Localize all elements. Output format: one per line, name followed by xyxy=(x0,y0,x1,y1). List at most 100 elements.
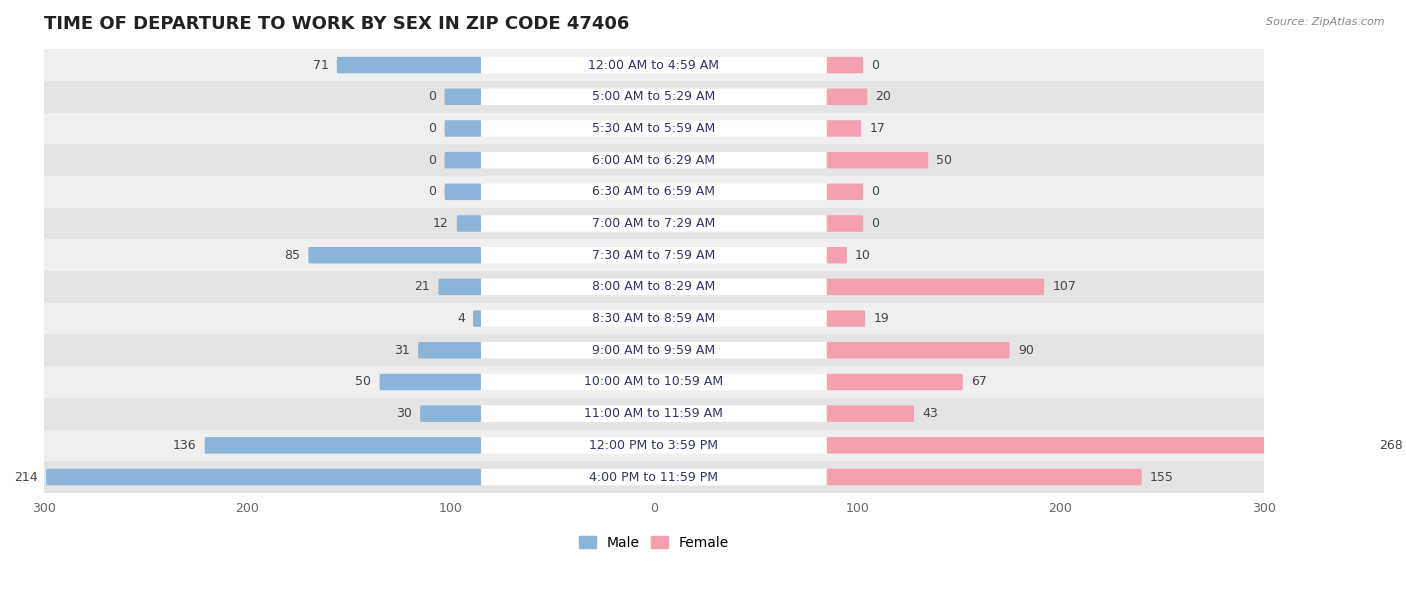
FancyBboxPatch shape xyxy=(418,342,481,359)
Bar xyxy=(44,49,1264,81)
FancyBboxPatch shape xyxy=(444,89,481,105)
FancyBboxPatch shape xyxy=(827,469,1142,486)
FancyBboxPatch shape xyxy=(481,184,827,200)
FancyBboxPatch shape xyxy=(444,184,481,200)
FancyBboxPatch shape xyxy=(481,278,827,295)
FancyBboxPatch shape xyxy=(481,311,827,327)
FancyBboxPatch shape xyxy=(337,57,481,73)
Text: 107: 107 xyxy=(1052,280,1076,293)
FancyBboxPatch shape xyxy=(46,469,481,486)
Bar xyxy=(44,334,1264,366)
Text: 10:00 AM to 10:59 AM: 10:00 AM to 10:59 AM xyxy=(585,375,724,389)
Text: 50: 50 xyxy=(936,154,952,167)
Bar xyxy=(44,239,1264,271)
Bar xyxy=(44,112,1264,145)
FancyBboxPatch shape xyxy=(827,374,963,390)
Text: 31: 31 xyxy=(394,344,411,357)
FancyBboxPatch shape xyxy=(380,374,481,390)
FancyBboxPatch shape xyxy=(308,247,481,264)
FancyBboxPatch shape xyxy=(457,215,481,232)
Text: 6:00 AM to 6:29 AM: 6:00 AM to 6:29 AM xyxy=(592,154,716,167)
FancyBboxPatch shape xyxy=(827,152,928,168)
Text: 50: 50 xyxy=(356,375,371,389)
Text: 0: 0 xyxy=(872,58,879,71)
Text: 71: 71 xyxy=(312,58,329,71)
Text: 7:00 AM to 7:29 AM: 7:00 AM to 7:29 AM xyxy=(592,217,716,230)
Bar xyxy=(44,176,1264,208)
Text: 6:30 AM to 6:59 AM: 6:30 AM to 6:59 AM xyxy=(592,185,716,198)
Text: 11:00 AM to 11:59 AM: 11:00 AM to 11:59 AM xyxy=(585,407,723,420)
Text: 20: 20 xyxy=(876,90,891,104)
FancyBboxPatch shape xyxy=(481,437,827,453)
Text: 12: 12 xyxy=(433,217,449,230)
FancyBboxPatch shape xyxy=(481,152,827,168)
Text: 0: 0 xyxy=(429,185,436,198)
FancyBboxPatch shape xyxy=(481,57,827,73)
Bar xyxy=(44,430,1264,461)
Text: 0: 0 xyxy=(429,90,436,104)
FancyBboxPatch shape xyxy=(444,152,481,168)
Text: 5:30 AM to 5:59 AM: 5:30 AM to 5:59 AM xyxy=(592,122,716,135)
Bar xyxy=(44,208,1264,239)
FancyBboxPatch shape xyxy=(827,247,846,264)
Text: 21: 21 xyxy=(415,280,430,293)
FancyBboxPatch shape xyxy=(481,469,827,486)
Text: 4: 4 xyxy=(457,312,465,325)
FancyBboxPatch shape xyxy=(481,120,827,137)
Bar xyxy=(44,303,1264,334)
Text: 30: 30 xyxy=(396,407,412,420)
Text: 155: 155 xyxy=(1150,471,1174,484)
Bar xyxy=(44,145,1264,176)
FancyBboxPatch shape xyxy=(205,437,481,453)
FancyBboxPatch shape xyxy=(444,120,481,137)
Text: 4:00 PM to 11:59 PM: 4:00 PM to 11:59 PM xyxy=(589,471,718,484)
FancyBboxPatch shape xyxy=(472,311,481,327)
Text: 5:00 AM to 5:29 AM: 5:00 AM to 5:29 AM xyxy=(592,90,716,104)
Text: 19: 19 xyxy=(873,312,889,325)
Text: 0: 0 xyxy=(429,154,436,167)
FancyBboxPatch shape xyxy=(420,405,481,422)
FancyBboxPatch shape xyxy=(827,278,1045,295)
Text: 12:00 PM to 3:59 PM: 12:00 PM to 3:59 PM xyxy=(589,439,718,452)
FancyBboxPatch shape xyxy=(439,278,481,295)
FancyBboxPatch shape xyxy=(481,247,827,264)
Text: 67: 67 xyxy=(972,375,987,389)
Bar xyxy=(44,366,1264,398)
Text: Source: ZipAtlas.com: Source: ZipAtlas.com xyxy=(1267,17,1385,27)
Text: 8:00 AM to 8:29 AM: 8:00 AM to 8:29 AM xyxy=(592,280,716,293)
Text: 214: 214 xyxy=(14,471,38,484)
FancyBboxPatch shape xyxy=(827,184,863,200)
FancyBboxPatch shape xyxy=(827,342,1010,359)
FancyBboxPatch shape xyxy=(481,342,827,359)
Text: 8:30 AM to 8:59 AM: 8:30 AM to 8:59 AM xyxy=(592,312,716,325)
Text: 0: 0 xyxy=(872,185,879,198)
Bar xyxy=(44,271,1264,303)
FancyBboxPatch shape xyxy=(827,405,914,422)
Bar xyxy=(44,398,1264,430)
Text: 85: 85 xyxy=(284,249,301,262)
Text: 17: 17 xyxy=(869,122,886,135)
FancyBboxPatch shape xyxy=(827,57,863,73)
Text: 0: 0 xyxy=(872,217,879,230)
FancyBboxPatch shape xyxy=(481,215,827,232)
Legend: Male, Female: Male, Female xyxy=(579,536,728,550)
FancyBboxPatch shape xyxy=(827,311,865,327)
FancyBboxPatch shape xyxy=(827,120,862,137)
Bar xyxy=(44,461,1264,493)
FancyBboxPatch shape xyxy=(481,405,827,422)
Text: 12:00 AM to 4:59 AM: 12:00 AM to 4:59 AM xyxy=(588,58,720,71)
FancyBboxPatch shape xyxy=(827,437,1371,453)
Text: 136: 136 xyxy=(173,439,197,452)
Bar xyxy=(44,81,1264,112)
FancyBboxPatch shape xyxy=(827,215,863,232)
FancyBboxPatch shape xyxy=(481,374,827,390)
Text: 268: 268 xyxy=(1379,439,1403,452)
FancyBboxPatch shape xyxy=(827,89,868,105)
Text: 90: 90 xyxy=(1018,344,1033,357)
Text: 0: 0 xyxy=(429,122,436,135)
Text: 10: 10 xyxy=(855,249,872,262)
Text: 43: 43 xyxy=(922,407,938,420)
Text: TIME OF DEPARTURE TO WORK BY SEX IN ZIP CODE 47406: TIME OF DEPARTURE TO WORK BY SEX IN ZIP … xyxy=(44,15,630,33)
Text: 7:30 AM to 7:59 AM: 7:30 AM to 7:59 AM xyxy=(592,249,716,262)
FancyBboxPatch shape xyxy=(481,89,827,105)
